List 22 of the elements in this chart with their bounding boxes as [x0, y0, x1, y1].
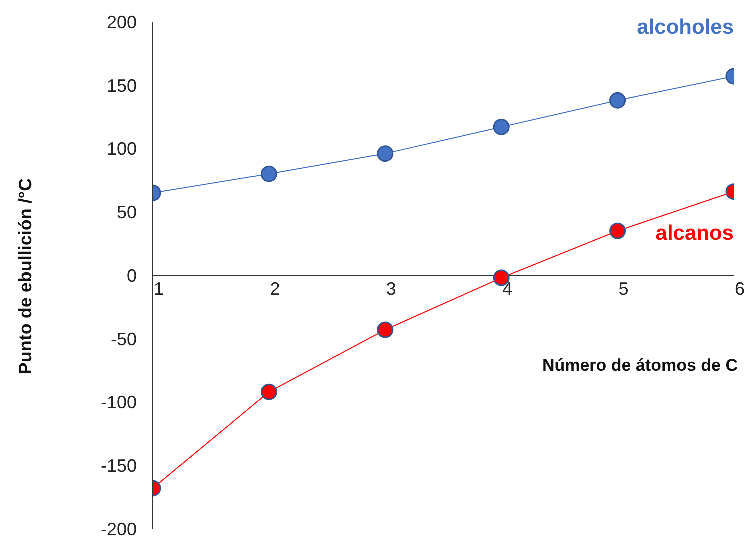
- x-tick-label: 2: [270, 279, 280, 299]
- x-tick-label: 6: [734, 279, 744, 299]
- point: [493, 118, 510, 136]
- y-tick-label: 100: [106, 139, 137, 160]
- point: [377, 322, 394, 338]
- series-label: alcanos: [656, 222, 734, 246]
- x-tick-label: 3: [386, 279, 396, 299]
- y-tick-label: 0: [126, 266, 137, 286]
- y-tick-label: 150: [106, 76, 137, 96]
- y-tick-label: 50: [116, 202, 137, 223]
- y-tick-label: -100: [100, 392, 137, 413]
- point: [377, 146, 394, 162]
- x-tick-label: 1: [154, 279, 164, 299]
- x-tick-label: 5: [618, 279, 629, 299]
- y-axis-title: Punto de ebullición /°C: [16, 178, 36, 374]
- y-tick-label: -50: [110, 329, 137, 350]
- series-label: alcoholes: [637, 16, 734, 40]
- x-tick-label: 4: [502, 279, 513, 299]
- x-axis-title: Número de átomos de C: [542, 356, 738, 376]
- y-tick-label: -200: [100, 519, 137, 540]
- y-tick-label: -150: [100, 456, 137, 476]
- y-tick-label: 200: [106, 12, 137, 32]
